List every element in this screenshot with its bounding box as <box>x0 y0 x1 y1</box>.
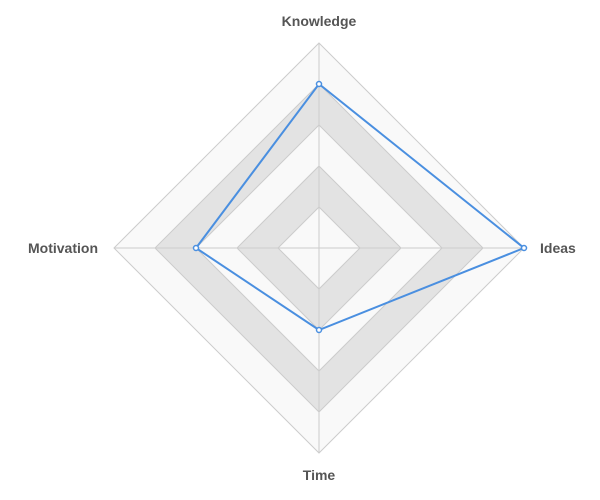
axis-label-time: Time <box>303 467 336 483</box>
data-point-knowledge[interactable] <box>315 80 323 88</box>
axis-label-motivation: Motivation <box>28 240 98 256</box>
data-point-ideas[interactable] <box>520 244 528 252</box>
data-point-motivation[interactable] <box>192 244 200 252</box>
axis-label-knowledge: Knowledge <box>282 13 357 29</box>
radar-series <box>192 80 528 334</box>
data-point-time[interactable] <box>315 326 323 334</box>
radar-axis-labels: Knowledge Ideas Time Motivation <box>28 13 576 483</box>
axis-label-ideas: Ideas <box>540 240 576 256</box>
radar-spokes <box>114 43 524 453</box>
